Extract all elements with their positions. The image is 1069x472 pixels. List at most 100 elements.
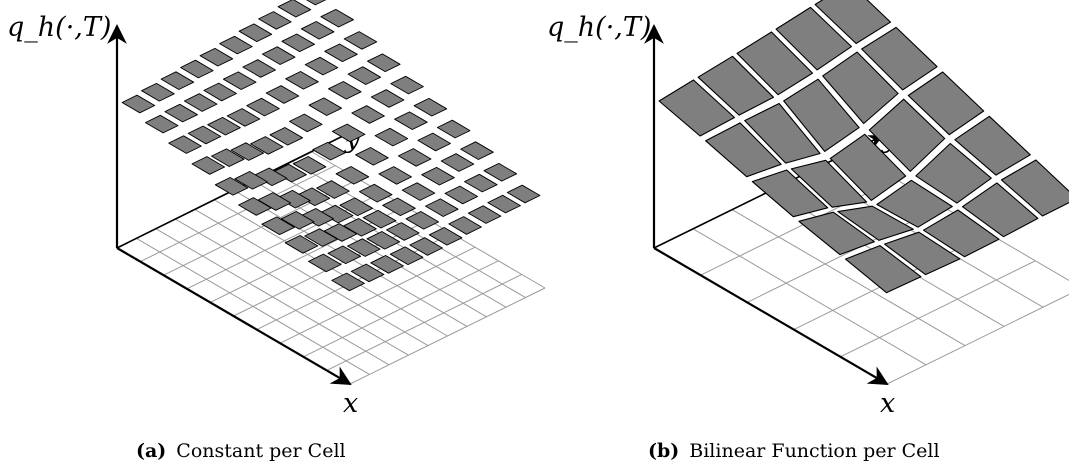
cell-patch: [285, 71, 319, 90]
cell-patch: [284, 235, 319, 254]
cell-patch: [370, 255, 404, 274]
cell-patch: [238, 197, 272, 216]
cell-patch: [347, 238, 381, 257]
cell-patch: [304, 228, 338, 247]
cell-patch: [783, 78, 860, 152]
cell-patch: [814, 0, 892, 45]
cell-patch: [350, 263, 385, 283]
cell-patch: [883, 231, 961, 276]
cell-patch: [328, 81, 362, 100]
caption-tag: (b): [648, 440, 680, 462]
cell-patch: [277, 0, 312, 18]
cell-patch: [436, 119, 471, 139]
cell-patch: [390, 75, 424, 95]
cell-patch: [289, 113, 323, 133]
cell-patch: [324, 43, 358, 63]
cell-patch: [428, 227, 463, 246]
cell-patch: [736, 31, 814, 96]
cell-patch: [417, 132, 451, 152]
grid-line: [194, 209, 429, 347]
caption-b: (b) Bilinear Function per Cell: [648, 440, 940, 462]
cell-patch: [331, 123, 366, 143]
cell-patch: [339, 197, 373, 217]
solution-patches: [121, 0, 541, 292]
cell-patch: [868, 98, 946, 172]
cell-patch: [658, 79, 736, 137]
cell-patch: [425, 198, 459, 217]
cell-patch: [141, 82, 175, 102]
cell-patch: [370, 89, 405, 108]
cell-patch: [367, 53, 401, 73]
cell-patch: [351, 105, 385, 124]
cell-patch: [191, 156, 226, 175]
cell-patch: [440, 153, 475, 172]
grid-line: [692, 228, 927, 366]
cell-patch: [464, 173, 498, 193]
cell-patch: [705, 122, 782, 178]
grid-line: [155, 228, 390, 366]
cell-patch: [199, 47, 234, 67]
caption-tag: (a): [136, 440, 167, 462]
cell-patch: [281, 33, 315, 53]
caption-text: Constant per Cell: [176, 440, 346, 462]
cell-patch: [121, 94, 156, 114]
cell-patch: [261, 46, 296, 65]
caption-a: (a) Constant per Cell: [136, 440, 346, 462]
cell-patch: [697, 55, 775, 116]
cell-patch: [915, 142, 992, 204]
cell-patch: [343, 218, 377, 237]
cell-patch: [421, 166, 455, 186]
cell-patch: [211, 148, 245, 167]
cell-patch: [790, 159, 868, 208]
cell-patch: [954, 115, 1031, 176]
cell-patch: [362, 209, 397, 229]
cell-patch: [355, 147, 389, 166]
cell-patch: [467, 205, 502, 224]
z-axis-label: q_h(·,T): [7, 12, 111, 43]
cell-patch: [180, 59, 214, 79]
cell-patch: [358, 183, 393, 203]
cell-patch: [876, 179, 953, 228]
cell-patch: [238, 23, 273, 43]
grid-line: [175, 218, 409, 356]
cell-patch: [269, 127, 304, 146]
cell-patch: [308, 97, 343, 116]
cell-patch: [861, 26, 938, 91]
x-axis: [116, 247, 352, 385]
cell-patch: [183, 93, 218, 112]
cell-patch: [207, 116, 241, 136]
cell-patch: [203, 82, 237, 102]
cell-patch: [312, 141, 346, 161]
cell-patch: [366, 231, 401, 250]
grid-line: [731, 209, 966, 347]
cell-patch: [246, 97, 280, 117]
cell-patch: [164, 103, 198, 123]
grid-line: [700, 178, 896, 276]
cell-patch: [242, 59, 276, 78]
cell-patch: [961, 182, 1039, 238]
caption-text: Bilinear Function per Cell: [689, 440, 940, 462]
cell-patch: [331, 272, 365, 292]
cell-patch: [265, 85, 300, 104]
cell-patch: [460, 141, 494, 160]
cell-patch: [413, 97, 448, 117]
x-axis-label: x: [343, 388, 358, 419]
cell-patch: [327, 245, 362, 265]
cell-patch: [409, 237, 443, 256]
cell-patch: [837, 205, 914, 241]
z-axis-label: q_h(·,T): [547, 12, 651, 43]
cell-patch: [219, 35, 253, 55]
cell-patch: [214, 177, 249, 196]
cell-patch: [374, 127, 409, 147]
cell-patch: [304, 56, 339, 76]
cell-patch: [751, 169, 829, 218]
cell-patch: [448, 216, 482, 235]
cell-patch: [444, 185, 479, 205]
panel-bilinear-per-cell: y q_h(·,T) x: [547, 0, 1069, 419]
x-axis: [653, 247, 889, 385]
cell-patch: [258, 11, 292, 30]
cell-patch: [300, 21, 335, 40]
x-axis-label: x: [880, 388, 895, 419]
cell-patch: [230, 142, 265, 161]
